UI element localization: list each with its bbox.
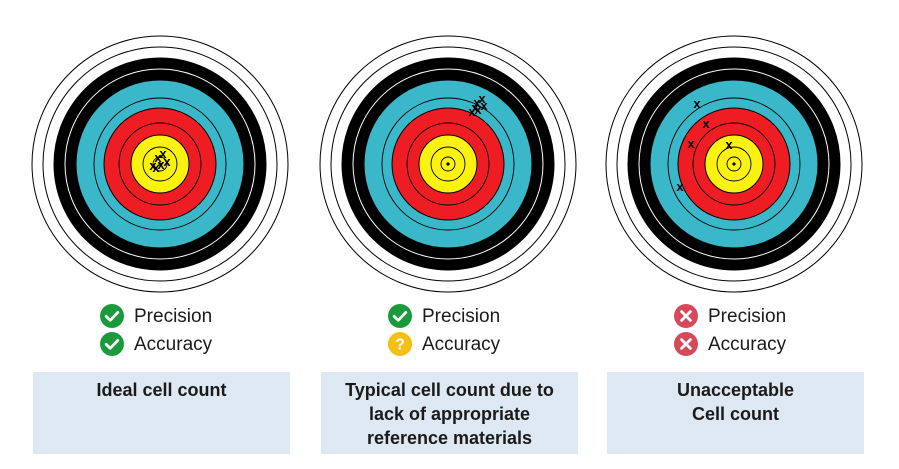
cross-circle-icon xyxy=(674,304,698,328)
shot-mark: x xyxy=(480,98,488,113)
caption-box: Unacceptable Cell count xyxy=(607,372,864,454)
shot-mark: x xyxy=(149,158,157,173)
panel-unacceptable: x x x x x Precision Accuracy Unacceptabl… xyxy=(604,0,864,469)
check-circle-icon xyxy=(100,332,124,356)
precision-row: Precision xyxy=(388,303,500,329)
target: x x x x x x xyxy=(31,35,289,293)
panel-typical: x x x x x x Precision ? Accuracy Typical… xyxy=(318,0,578,469)
shot-mark: x xyxy=(725,137,733,152)
target: x x x x x x xyxy=(319,35,577,293)
panel-ideal: x x x x x x Precision Accuracy Ideal cel… xyxy=(30,0,290,469)
check-circle-icon xyxy=(388,304,412,328)
accuracy-row: Accuracy xyxy=(674,331,786,357)
target-ring xyxy=(142,146,178,182)
check-circle-icon xyxy=(100,304,124,328)
accuracy-label: Accuracy xyxy=(422,333,501,355)
precision-label: Precision xyxy=(708,305,787,327)
shot-mark: x xyxy=(687,136,695,151)
svg-text:?: ? xyxy=(395,337,405,354)
shot-mark: x xyxy=(163,154,171,169)
target-ring xyxy=(716,146,752,182)
shot-mark: x xyxy=(478,91,486,106)
shot-mark: x xyxy=(693,96,701,111)
target-ring xyxy=(406,122,490,206)
shot-mark: x xyxy=(154,150,162,165)
target: x x x x x xyxy=(605,35,863,293)
accuracy-row: Accuracy xyxy=(100,331,212,357)
target-ring xyxy=(381,97,515,231)
shot-mark: x xyxy=(157,157,165,172)
target-center xyxy=(446,162,450,166)
accuracy-label: Accuracy xyxy=(708,333,787,355)
shot-mark: x xyxy=(676,179,684,194)
shot-mark: x xyxy=(468,104,476,119)
target-ring xyxy=(93,97,227,231)
target-center xyxy=(158,162,162,166)
precision-label: Precision xyxy=(134,305,213,327)
target-ring xyxy=(430,146,466,182)
precision-row: Precision xyxy=(100,303,212,329)
accuracy-row: ? Accuracy xyxy=(388,331,500,357)
target-ring xyxy=(692,122,776,206)
shot-mark: x xyxy=(152,160,160,175)
caption-text: Unacceptable Cell count xyxy=(676,380,795,424)
cross-circle-icon xyxy=(674,332,698,356)
precision-label: Precision xyxy=(422,305,501,327)
target-ring xyxy=(726,156,742,172)
shot-mark: x xyxy=(702,116,710,131)
caption-text: Ideal cell count xyxy=(96,380,227,400)
target-ring xyxy=(667,97,801,231)
shot-mark: x xyxy=(471,100,479,115)
caption-box: Ideal cell count xyxy=(33,372,290,454)
target-ring xyxy=(440,156,456,172)
target-ring xyxy=(118,122,202,206)
target-ring xyxy=(152,156,168,172)
accuracy-label: Accuracy xyxy=(134,333,213,355)
caption-box: Typical cell count due to lack of approp… xyxy=(321,372,578,454)
question-circle-icon: ? xyxy=(388,332,412,356)
precision-row: Precision xyxy=(674,303,786,329)
caption-text: Typical cell count due to lack of approp… xyxy=(345,380,554,448)
shot-mark: x xyxy=(159,146,167,161)
shot-mark: x xyxy=(473,95,481,110)
target-center xyxy=(732,162,736,166)
shot-mark: x xyxy=(474,102,482,117)
